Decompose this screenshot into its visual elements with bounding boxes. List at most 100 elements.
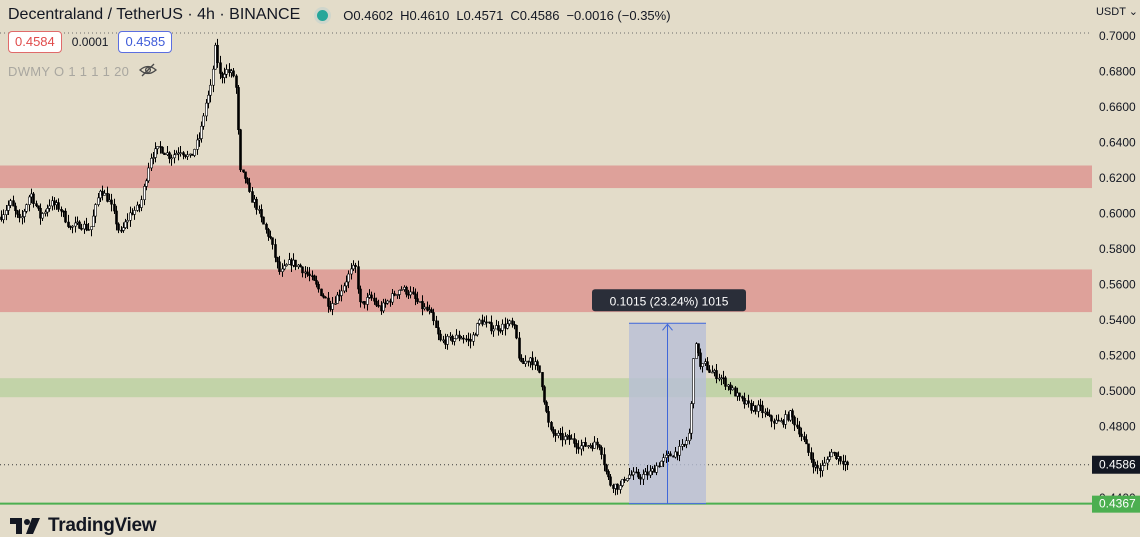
candle-body — [283, 265, 286, 270]
candle-body — [354, 264, 357, 267]
currency-selector[interactable]: USDT ⌄ — [1096, 5, 1138, 18]
candle-body — [580, 445, 583, 450]
candle-body — [398, 289, 401, 295]
candle-body — [416, 298, 419, 303]
candle-body — [186, 154, 189, 157]
candle-body — [729, 384, 732, 391]
sell-button[interactable]: 0.4584 — [8, 31, 62, 53]
candle-body — [35, 203, 38, 207]
candle-body — [382, 302, 385, 312]
candle-body — [513, 324, 516, 326]
candle-body — [260, 209, 263, 218]
resistance-zone-2[interactable] — [0, 269, 1092, 313]
candle-body — [796, 424, 799, 428]
y-tick-label: 0.5000 — [1099, 384, 1136, 398]
support-zone-1[interactable] — [0, 378, 1092, 398]
candle-body — [405, 286, 408, 295]
candle-body — [317, 284, 320, 290]
symbol-title[interactable]: Decentraland / TetherUS · 4h · BINANCE — [8, 6, 301, 23]
candle-body — [805, 439, 808, 445]
candle-body — [564, 436, 567, 441]
candle-body — [660, 460, 663, 467]
candle-body — [320, 288, 323, 296]
candle-body — [784, 414, 787, 425]
candle-body — [12, 200, 15, 207]
candle-body — [214, 44, 217, 70]
candle-body — [21, 216, 24, 219]
candle-body — [607, 471, 610, 478]
candle-body — [515, 325, 518, 339]
candle-body — [246, 178, 249, 184]
candle-body — [136, 204, 139, 211]
candle-body — [62, 210, 65, 213]
candle-body — [126, 220, 129, 223]
candle-body — [685, 440, 688, 445]
candle-body — [267, 229, 270, 237]
candle-body — [462, 337, 465, 340]
candle-body — [44, 211, 47, 214]
candle-body — [232, 70, 235, 77]
candle-body — [87, 229, 90, 231]
last-price-tag — [1092, 455, 1140, 474]
candle-body — [207, 94, 210, 104]
candle-body — [163, 152, 166, 155]
candle-body — [313, 275, 316, 281]
candle-body — [80, 228, 83, 230]
candle-body — [455, 334, 458, 340]
candle-body — [103, 192, 106, 196]
candle-body — [336, 294, 339, 304]
candle-body — [64, 210, 67, 223]
eye-hidden-icon[interactable] — [139, 63, 158, 80]
candle-body — [577, 446, 580, 450]
resistance-zone-1[interactable] — [0, 165, 1092, 189]
candle-body — [791, 410, 794, 418]
measure-arrow-head — [662, 323, 673, 331]
candle-body — [830, 451, 833, 458]
candle-body — [200, 125, 203, 139]
buy-button[interactable]: 0.4585 — [118, 31, 173, 53]
candle-body — [768, 414, 771, 416]
candle-body — [453, 338, 456, 342]
candle-body — [306, 271, 309, 275]
candle-body — [554, 432, 557, 436]
candle-body — [110, 199, 113, 205]
candle-body — [85, 223, 88, 230]
candle-body — [598, 444, 601, 448]
candle-body — [775, 419, 778, 424]
candle-body — [593, 441, 596, 449]
candle-body — [561, 433, 564, 441]
candle-body — [357, 266, 360, 290]
candle-body — [474, 334, 477, 337]
candle-body — [469, 339, 472, 342]
candle-body — [639, 476, 642, 480]
candle-body — [497, 325, 500, 331]
candle-body — [821, 465, 824, 472]
candle-body — [154, 148, 157, 158]
candle-body — [478, 319, 481, 324]
candle-body — [133, 210, 136, 215]
candle-body — [545, 401, 548, 412]
y-tick-label: 0.7000 — [1099, 29, 1136, 43]
candle-body — [543, 386, 546, 403]
y-tick-label: 0.6600 — [1099, 100, 1136, 114]
candle-body — [276, 257, 279, 263]
candle-body — [373, 297, 376, 302]
support-price-tag — [1092, 495, 1140, 513]
candle-body — [255, 198, 258, 210]
candle-body — [223, 74, 226, 78]
candle-body — [140, 199, 143, 208]
tradingview-icon — [10, 518, 40, 534]
candle-body — [570, 438, 573, 440]
y-tick-label: 0.6800 — [1099, 64, 1136, 78]
candle-body — [688, 432, 691, 442]
candle-body — [90, 226, 93, 230]
candle-body — [531, 357, 534, 366]
candle-body — [485, 321, 488, 324]
candle-body — [237, 87, 240, 131]
candle-body — [343, 285, 346, 292]
indicator-legend[interactable]: DWMY O 1 1 1 1 20 — [8, 63, 158, 80]
candle-body — [219, 62, 222, 74]
candle-body — [621, 479, 624, 486]
candle-body — [331, 303, 334, 310]
